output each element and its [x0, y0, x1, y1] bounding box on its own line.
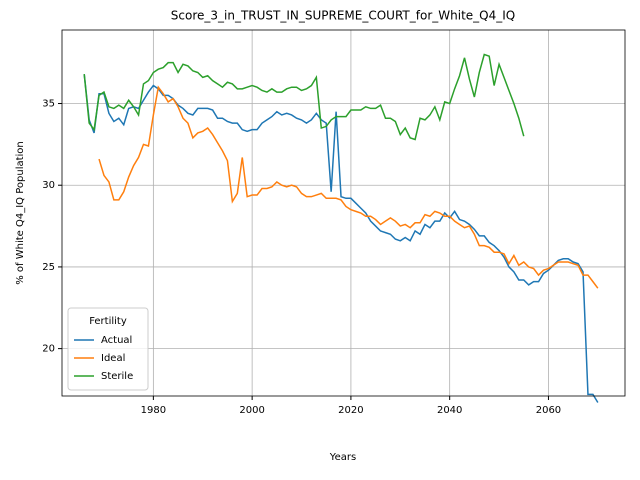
legend-label: Sterile	[101, 371, 133, 382]
legend-title: Fertility	[89, 316, 127, 327]
legend-label: Ideal	[101, 353, 125, 364]
y-tick-label: 25	[42, 262, 55, 273]
data-line	[98, 85, 599, 289]
y-tick-label: 30	[42, 180, 55, 191]
y-tick-label: 20	[42, 344, 55, 355]
x-axis-label: Years	[329, 452, 356, 463]
x-tick-label: 2000	[239, 405, 264, 416]
y-axis-label: % of White Q4_IQ Population	[15, 141, 26, 285]
x-tick-label: 1980	[141, 405, 166, 416]
legend-box	[67, 307, 149, 391]
data-line	[83, 53, 525, 141]
chart-title: Score_3_in_TRUST_IN_SUPREME_COURT_for_Wh…	[171, 9, 515, 23]
x-tick-label: 2060	[536, 405, 561, 416]
x-tick-label: 2020	[338, 405, 363, 416]
x-tick-label: 2040	[437, 405, 462, 416]
data-line	[83, 74, 599, 403]
y-tick-label: 35	[42, 99, 55, 110]
plot-frame	[61, 29, 626, 397]
legend-label: Actual	[101, 335, 132, 346]
